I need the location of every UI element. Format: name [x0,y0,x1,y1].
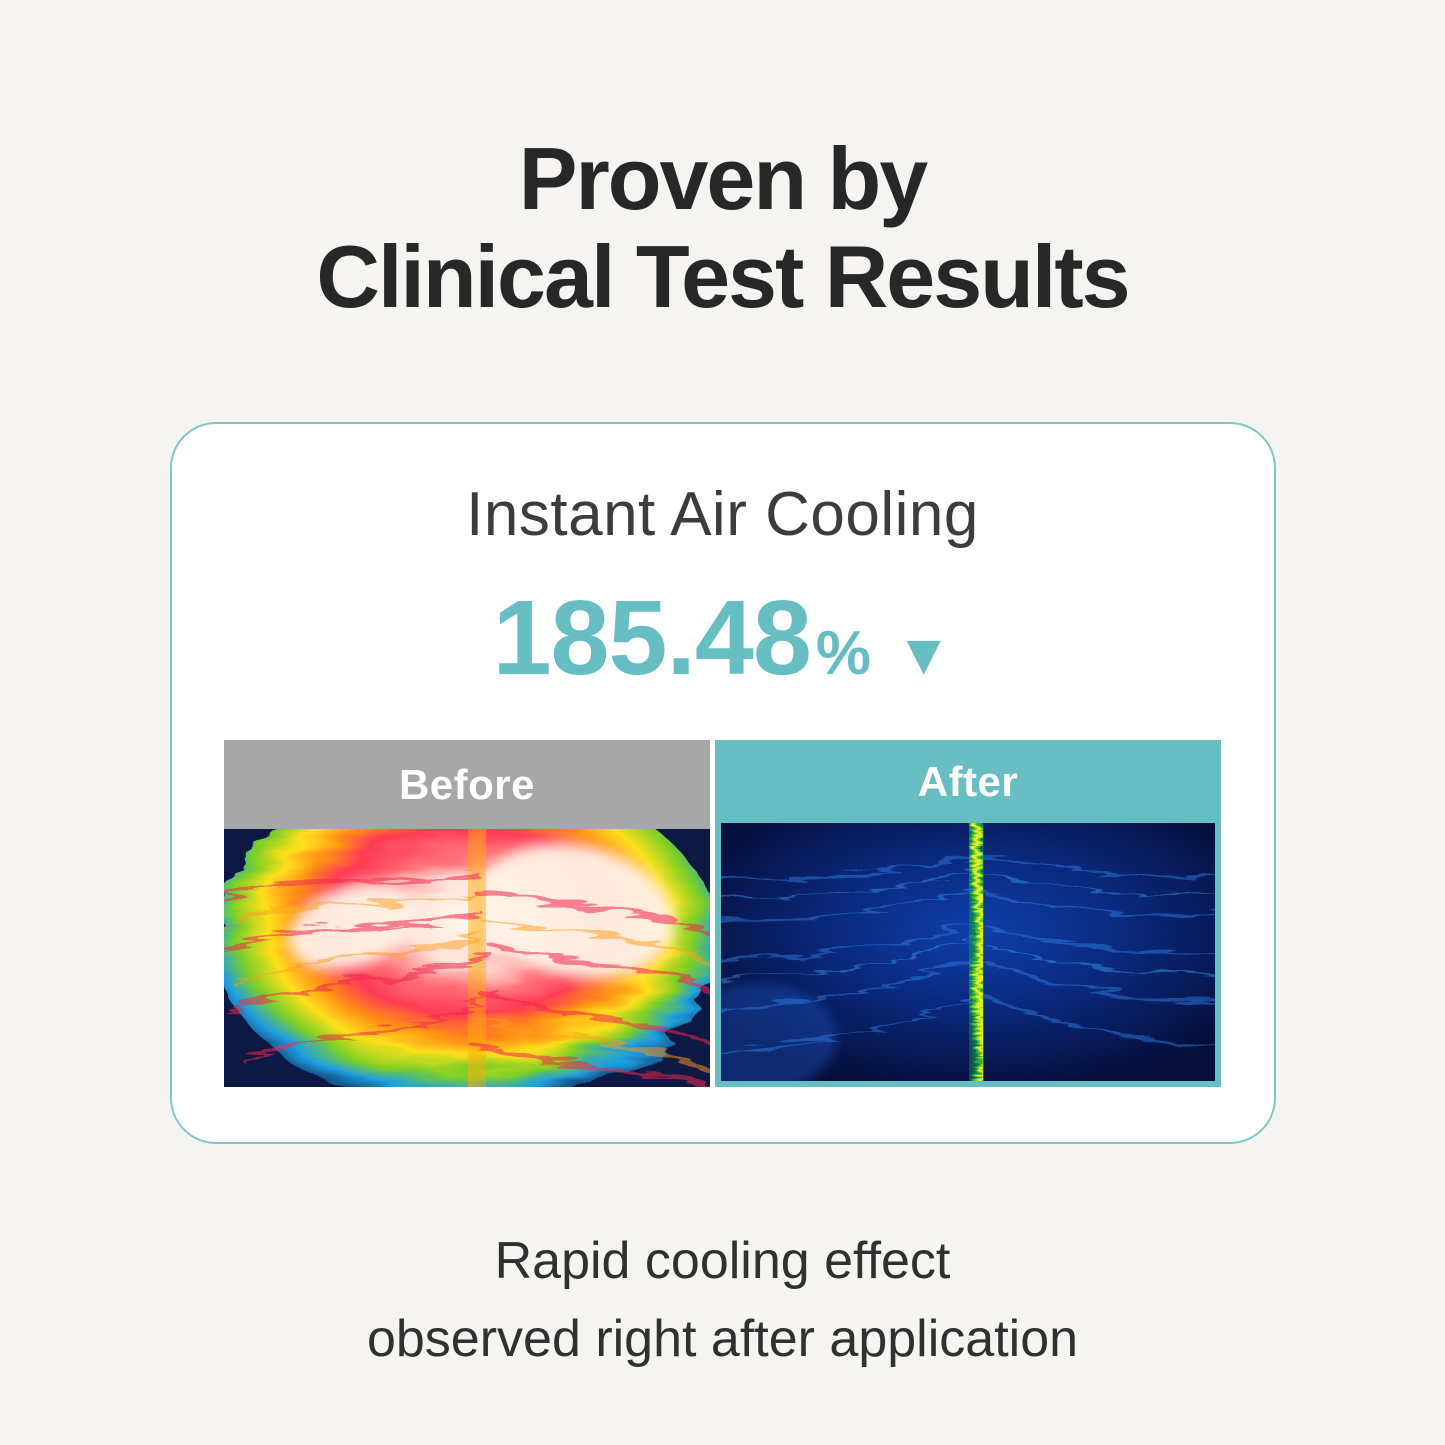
down-triangle-icon: ▼ [894,622,953,687]
page-title-line1: Proven by [518,129,928,228]
before-thermal-image [224,829,710,1087]
caption-line2: observed right after application [366,1310,1079,1368]
before-header: Before [224,740,710,829]
page-title-line2: Clinical Test Results [316,227,1130,326]
page-title: Proven by Clinical Test Results [0,0,1445,326]
stat-percent-sign: % [815,619,871,688]
clinical-result-card: Instant Air Cooling 185.48 % ▼ Before [169,422,1276,1144]
before-panel: Before [224,740,710,1087]
after-thermal-image [721,823,1215,1081]
after-header: After [715,740,1221,823]
after-label: After [917,757,1019,805]
after-panel: After [715,740,1221,1087]
before-label: Before [398,760,536,808]
caption-line1: Rapid cooling effect [494,1232,951,1290]
before-after-comparison: Before [172,740,1274,1087]
result-caption: Rapid cooling effect observed right afte… [0,1222,1445,1378]
card-heading: Instant Air Cooling [466,480,979,549]
cooling-stat: 185.48 % ▼ [172,580,1274,696]
stat-value: 185.48 [492,579,812,697]
after-image-frame [715,823,1221,1087]
